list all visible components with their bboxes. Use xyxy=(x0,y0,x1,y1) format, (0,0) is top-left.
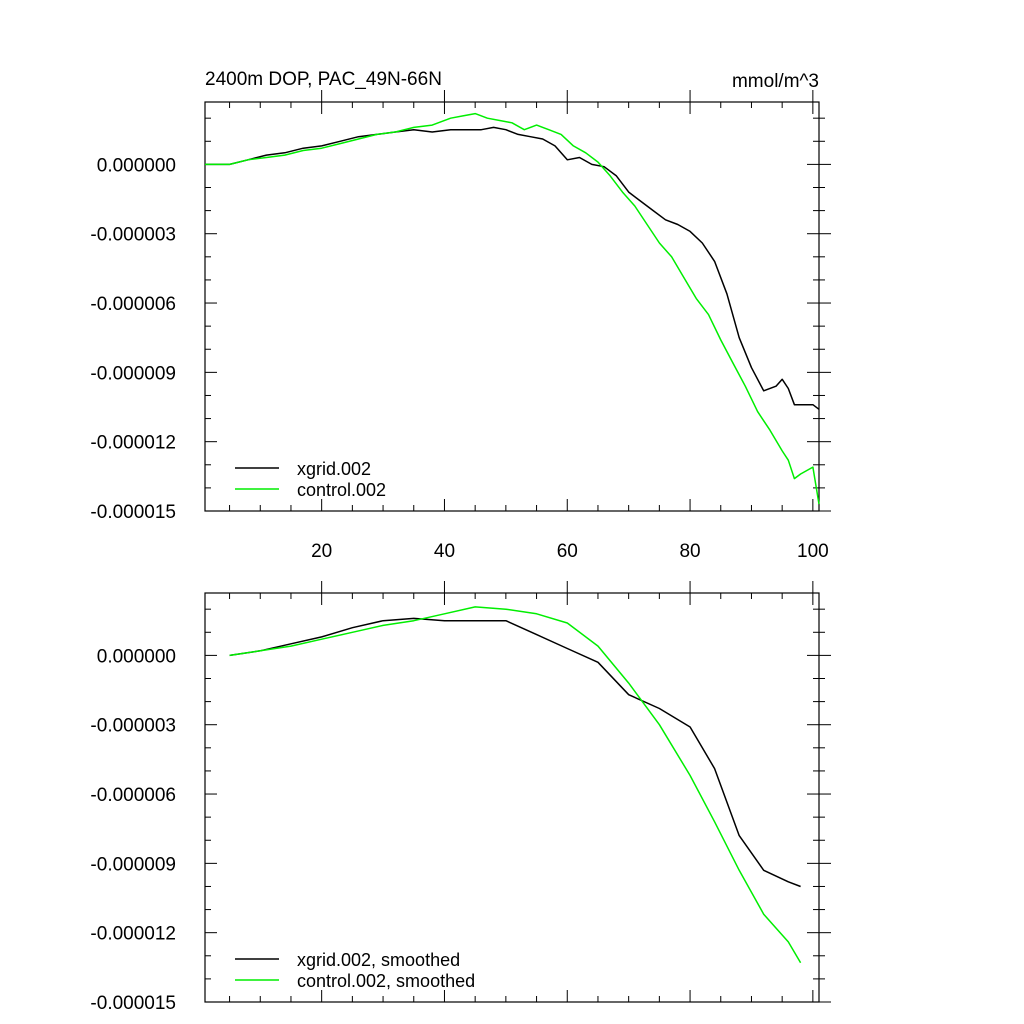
series-line-xgrid-002-smoothed xyxy=(229,617,801,888)
y-tick-label: -0.000003 xyxy=(90,716,176,737)
x-tick-label: 40 xyxy=(434,541,455,562)
series-line-control-002-smoothed xyxy=(229,606,802,964)
y-tick-label: 0.000000 xyxy=(97,155,176,176)
plot-frame xyxy=(204,101,820,512)
y-tick-label: -0.000012 xyxy=(90,433,176,454)
y-tick-label: -0.000012 xyxy=(90,924,176,945)
x-tick-label: 80 xyxy=(679,541,700,562)
y-tick-label: -0.000003 xyxy=(90,225,176,246)
y-tick-label: -0.000006 xyxy=(90,294,176,315)
bottom-chart-panel: 0.000000 -0.000003 -0.000006 -0.000009 -0.00… xyxy=(90,581,831,1014)
plot-frame xyxy=(204,592,820,1003)
series-line-xgrid-002 xyxy=(205,126,820,410)
legend-label: xgrid.002 xyxy=(297,459,371,479)
x-tick-label: 60 xyxy=(557,541,578,562)
series-line-control-002 xyxy=(205,112,820,505)
y-tick-label: -0.000015 xyxy=(90,502,176,523)
y-tick-label: 0.000000 xyxy=(97,646,176,667)
x-tick-label: 20 xyxy=(311,541,332,562)
chart-title: 2400m DOP, PAC_49N-66N xyxy=(205,69,442,90)
y-tick-label: -0.000009 xyxy=(90,363,176,384)
chart-units: mmol/m^3 xyxy=(732,71,819,92)
y-tick-label: -0.000006 xyxy=(90,785,176,806)
legend-label: control.002, smoothed xyxy=(297,971,475,991)
top-chart-panel: 0.000000 -0.000003 -0.000006 -0.000009 -0.00… xyxy=(90,69,831,562)
y-tick-label: -0.000009 xyxy=(90,854,176,875)
y-tick-label: -0.000015 xyxy=(90,993,176,1014)
x-tick-label: 100 xyxy=(797,541,829,562)
legend-label: xgrid.002, smoothed xyxy=(297,950,460,970)
legend-label: control.002 xyxy=(297,480,386,500)
